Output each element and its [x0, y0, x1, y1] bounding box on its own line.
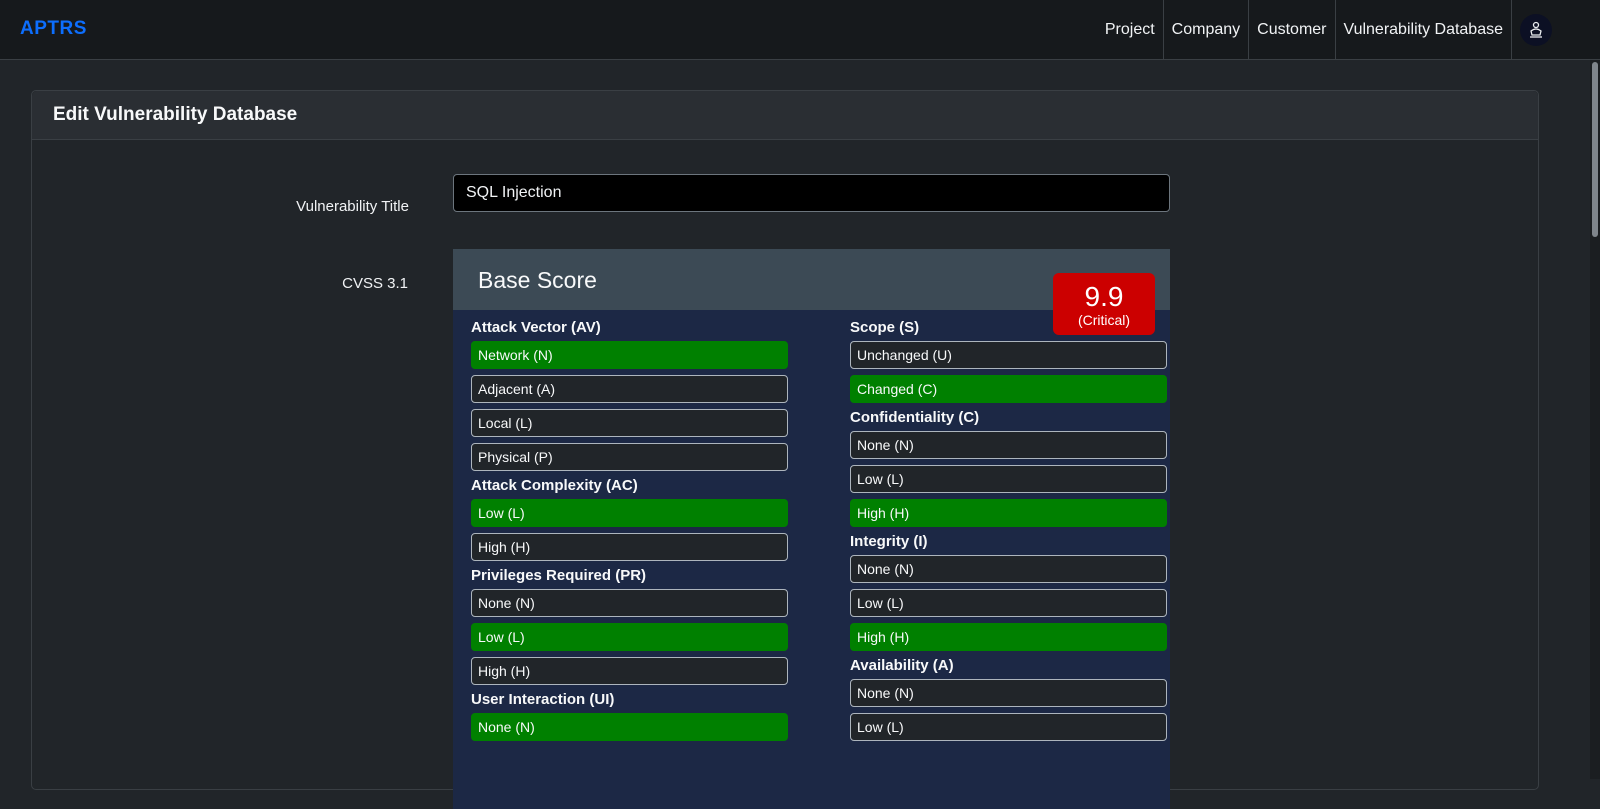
- metric-option[interactable]: Low (L): [471, 499, 788, 527]
- scrollbar-thumb[interactable]: [1592, 62, 1598, 237]
- metric-option[interactable]: High (H): [850, 623, 1167, 651]
- page-scrollbar[interactable]: [1590, 60, 1600, 779]
- score-severity: (Critical): [1077, 312, 1131, 328]
- nav-item-customer[interactable]: Customer: [1248, 0, 1334, 59]
- metric-title: Scope (S): [850, 319, 920, 336]
- metric-option[interactable]: Network (N): [471, 341, 788, 369]
- metric-title: User Interaction (UI): [471, 691, 615, 708]
- metric-option[interactable]: None (N): [850, 431, 1167, 459]
- vulnerability-title-input[interactable]: [453, 174, 1170, 212]
- metric-option[interactable]: Low (L): [850, 713, 1167, 741]
- metric-option[interactable]: Low (L): [850, 465, 1167, 493]
- cvss-label: CVSS 3.1: [342, 275, 408, 292]
- metric-title: Attack Vector (AV): [471, 319, 601, 336]
- metric-option[interactable]: Local (L): [471, 409, 788, 437]
- metric-option[interactable]: Changed (C): [850, 375, 1167, 403]
- card-title: Edit Vulnerability Database: [32, 91, 1538, 140]
- metric-option[interactable]: High (H): [850, 499, 1167, 527]
- nav-item-project[interactable]: Project: [1104, 21, 1155, 38]
- navbar: APTRS Project Company Customer Vulnerabi…: [0, 0, 1600, 60]
- base-score-heading: Base Score: [453, 249, 1170, 310]
- metric-option[interactable]: Low (L): [471, 623, 788, 651]
- metric-title: Confidentiality (C): [850, 409, 980, 426]
- metric-option[interactable]: Physical (P): [471, 443, 788, 471]
- user-avatar-icon: [1530, 21, 1542, 38]
- metric-option[interactable]: Low (L): [850, 589, 1167, 617]
- vulnerability-title-label: Vulnerability Title: [296, 198, 409, 215]
- metric-option[interactable]: Adjacent (A): [471, 375, 788, 403]
- metric-option[interactable]: None (N): [850, 679, 1167, 707]
- metric-title: Attack Complexity (AC): [471, 477, 638, 494]
- nav-menu: Project Company Customer Vulnerability D…: [1097, 0, 1560, 59]
- metric-option[interactable]: Unchanged (U): [850, 341, 1167, 369]
- metric-title: Availability (A): [850, 657, 954, 674]
- metric-option[interactable]: None (N): [471, 589, 788, 617]
- nav-item-vulnerability-database[interactable]: Vulnerability Database: [1334, 0, 1512, 59]
- nav-item-company[interactable]: Company: [1162, 0, 1248, 59]
- cvss-calculator: Base Score 9.9 (Critical) Attack Vector …: [453, 249, 1170, 809]
- metric-title: Integrity (I): [850, 533, 928, 550]
- edit-vulnerability-card: Edit Vulnerability Database Vulnerabilit…: [31, 90, 1539, 809]
- score-value: 9.9: [1084, 281, 1124, 312]
- metric-option[interactable]: High (H): [471, 533, 788, 561]
- metric-option[interactable]: None (N): [850, 555, 1167, 583]
- avatar[interactable]: [1520, 13, 1552, 46]
- score-badge: 9.9 (Critical): [1053, 273, 1155, 335]
- metric-option[interactable]: High (H): [471, 657, 788, 685]
- brand-logo[interactable]: APTRS: [20, 18, 87, 39]
- user-menu[interactable]: [1511, 0, 1560, 59]
- metric-title: Privileges Required (PR): [471, 567, 647, 584]
- metric-option[interactable]: None (N): [471, 713, 788, 741]
